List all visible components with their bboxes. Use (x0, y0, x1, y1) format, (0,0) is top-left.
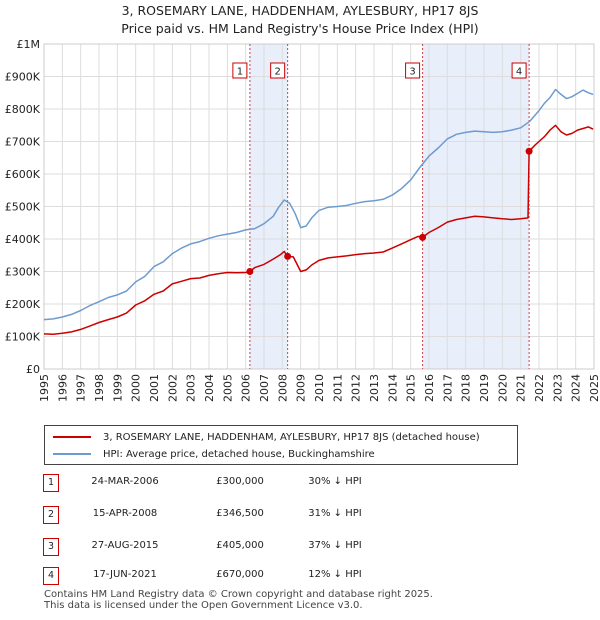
sale-point-4 (525, 147, 533, 155)
y-tick-label: £400K (5, 233, 41, 246)
x-tick-label: 2021 (515, 374, 528, 402)
row-price: £346,500 (216, 508, 264, 519)
table-row: 4 17-JUN-2021 £670,000 12% ↓ HPI (0, 567, 600, 587)
plot-frame (43, 43, 595, 370)
x-tick-label: 1999 (111, 374, 124, 402)
row-hpi: 31% ↓ HPI (308, 508, 362, 519)
y-tick-label: £300K (5, 266, 41, 279)
row-number: 3 (43, 538, 59, 556)
row-date: 15-APR-2008 (92, 508, 158, 519)
sale-label-text: 3 (409, 67, 415, 78)
x-tick-label: 2007 (258, 374, 271, 402)
x-tick-label: 1996 (56, 374, 69, 402)
x-tick-label: 2003 (185, 374, 198, 402)
footer-licence: This data is licensed under the Open Gov… (44, 600, 363, 611)
x-tick-label: 2025 (588, 374, 600, 402)
x-tick-label: 2009 (295, 374, 308, 402)
sale-label-3: 3 (405, 62, 421, 79)
sale-label-box (405, 62, 421, 79)
y-axis-ticks: £0 £100K £200K £300K £400K £500K £600K £700K £80… (5, 38, 41, 376)
x-tick-label: 2000 (130, 374, 143, 402)
x-tick-label: 2001 (148, 374, 161, 402)
x-tick-label: 2024 (570, 374, 583, 402)
x-tick-label: 2005 (221, 374, 234, 402)
row-hpi: 30% ↓ HPI (308, 476, 362, 487)
sale-points (246, 147, 533, 275)
x-tick-label: 2011 (331, 374, 344, 402)
row-date: 17-JUN-2021 (93, 569, 157, 580)
sale-label-box (270, 62, 286, 79)
legend: 3, ROSEMARY LANE, HADDENHAM, AYLESBURY, … (44, 425, 518, 465)
sale-label-text: 2 (274, 67, 280, 78)
sale-label-1: 1 (232, 62, 248, 79)
table-row: 2 15-APR-2008 £346,500 31% ↓ HPI (0, 506, 600, 526)
x-tick-label: 2016 (423, 374, 436, 402)
row-price: £300,000 (216, 476, 264, 487)
sale-point-3 (419, 233, 427, 241)
row-hpi: 12% ↓ HPI (308, 569, 362, 580)
y-tick-label: £100K (5, 331, 41, 344)
x-tick-label: 2012 (350, 374, 363, 402)
x-tick-label: 2002 (166, 374, 179, 402)
y-tick-label: £800K (5, 103, 41, 116)
row-number: 4 (43, 567, 59, 585)
y-tick-label: £1M (17, 38, 41, 51)
sale-label-2: 2 (270, 62, 286, 79)
x-tick-label: 2022 (533, 374, 546, 402)
y-tick-label: £500K (5, 201, 41, 214)
sale-label-box (232, 62, 248, 79)
y-tick-label: £200K (5, 298, 41, 311)
legend-label-hpi: HPI: Average price, detached house, Buck… (103, 448, 375, 460)
sale-label-text: 4 (516, 67, 522, 78)
x-tick-label: 2014 (386, 374, 399, 402)
sale-point-2 (284, 252, 292, 260)
sale-label-text: 1 (237, 67, 243, 78)
grid-lines (43, 43, 595, 370)
y-tick-label: £700K (5, 136, 41, 149)
y-tick-label: £900K (5, 71, 41, 84)
sale-labels: 1 2 3 4 (232, 62, 527, 79)
footer-copyright: Contains HM Land Registry data © Crown c… (44, 589, 433, 600)
row-number: 2 (43, 506, 59, 524)
legend-swatch-hpi (53, 453, 91, 455)
x-axis-ticks: 1995 1996 1997 1998 1999 2000 2001 2002 2003 2004… (38, 374, 600, 402)
sale-label-box (511, 62, 527, 79)
x-tick-label: 1997 (75, 374, 88, 402)
x-tick-label: 2004 (203, 374, 216, 402)
row-date: 27-AUG-2015 (91, 540, 159, 551)
sale-label-4: 4 (511, 62, 527, 79)
chart-subtitle: Price paid vs. HM Land Registry's House … (121, 21, 479, 36)
row-hpi: 37% ↓ HPI (308, 540, 362, 551)
price-chart: 1 2 3 4 £0 £100K £200K £300K £400K £500K £600K £70… (5, 38, 600, 402)
chart-title: 3, ROSEMARY LANE, HADDENHAM, AYLESBURY, … (121, 3, 479, 18)
legend-label-property: 3, ROSEMARY LANE, HADDENHAM, AYLESBURY, … (103, 431, 480, 443)
row-number: 1 (43, 474, 59, 492)
x-tick-label: 2013 (368, 374, 381, 402)
legend-swatch-property (53, 436, 91, 438)
legend-item-hpi: HPI: Average price, detached house, Buck… (53, 447, 375, 461)
legend-item-property: 3, ROSEMARY LANE, HADDENHAM, AYLESBURY, … (53, 430, 480, 444)
series-line-hpi (43, 88, 594, 321)
x-tick-label: 2006 (240, 374, 253, 402)
x-tick-label: 2015 (405, 374, 418, 402)
y-tick-label: £600K (5, 168, 41, 181)
x-tick-label: 2018 (460, 374, 473, 402)
table-row: 1 24-MAR-2006 £300,000 30% ↓ HPI (0, 474, 600, 494)
x-tick-label: 1995 (38, 374, 51, 402)
sale-point-1 (246, 268, 254, 275)
x-tick-label: 2023 (551, 374, 564, 402)
x-tick-label: 1998 (93, 374, 106, 402)
x-tick-label: 2010 (313, 374, 326, 402)
row-price: £670,000 (216, 569, 264, 580)
x-tick-label: 2019 (478, 374, 491, 402)
footer: Contains HM Land Registry data © Crown c… (44, 589, 433, 611)
y-tick-label: £0 (26, 363, 40, 376)
table-row: 3 27-AUG-2015 £405,000 37% ↓ HPI (0, 538, 600, 558)
x-tick-label: 2017 (441, 374, 454, 402)
row-date: 24-MAR-2006 (91, 476, 159, 487)
x-tick-label: 2008 (276, 374, 289, 402)
row-price: £405,000 (216, 540, 264, 551)
x-tick-label: 2020 (496, 374, 509, 402)
